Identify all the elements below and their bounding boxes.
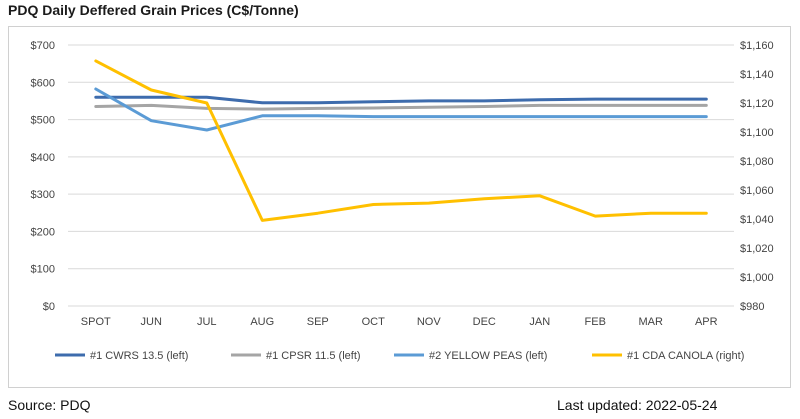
x-axis-tick-label: JUN <box>141 316 162 328</box>
chart-title: PDQ Daily Deffered Grain Prices (C$/Tonn… <box>8 2 299 18</box>
right-axis-tick-label: $980 <box>740 301 764 313</box>
left-axis-ticks: $0 $100 $200 $300 $400 $500 $600 $700 <box>31 40 55 313</box>
x-axis-tick-label: FEB <box>585 316 606 328</box>
right-axis-tick-label: $1,020 <box>740 243 774 255</box>
x-axis-tick-label: SPOT <box>81 316 111 328</box>
legend-label: #1 CWRS 13.5 (left) <box>90 350 188 362</box>
x-axis-tick-label: AUG <box>250 316 274 328</box>
series-line-1 <box>94 95 708 105</box>
left-axis-tick-label: $0 <box>43 301 55 313</box>
right-axis-tick-label: $1,140 <box>740 69 774 81</box>
x-axis-tick-label: SEP <box>307 316 329 328</box>
gridlines <box>68 44 734 307</box>
legend-label: #1 CPSR 11.5 (left) <box>266 350 361 362</box>
right-axis-tick-label: $1,080 <box>740 156 774 168</box>
left-axis-tick-label: $700 <box>31 40 55 52</box>
right-axis-tick-label: $1,100 <box>740 127 774 139</box>
x-axis-tick-label: JUL <box>197 316 217 328</box>
x-axis-ticks: SPOT JUN JUL AUG SEP OCT NOV DEC JAN FEB MAR APR <box>81 316 718 328</box>
x-axis-tick-label: MAR <box>639 316 664 328</box>
right-axis-tick-label: $1,060 <box>740 185 774 197</box>
right-axis-tick-label: $1,160 <box>740 40 774 52</box>
series-lines <box>94 59 708 222</box>
x-axis-tick-label: DEC <box>473 316 496 328</box>
right-axis-tick-label: $1,120 <box>740 98 774 110</box>
right-axis-tick-label: $1,040 <box>740 214 774 226</box>
left-axis-tick-label: $300 <box>31 189 55 201</box>
legend-label: #2 YELLOW PEAS (left) <box>429 350 547 362</box>
last-updated-note: Last updated: 2022-05-24 <box>557 397 718 413</box>
right-axis-ticks: $980 $1,000 $1,020 $1,040 $1,060 $1,080 $1,100… <box>740 40 774 313</box>
left-axis-tick-label: $400 <box>31 152 55 164</box>
x-axis-tick-label: APR <box>695 316 718 328</box>
series-line-3 <box>94 87 708 132</box>
left-axis-tick-label: $100 <box>31 264 55 276</box>
series-line-4 <box>94 59 708 222</box>
series-line-2 <box>94 103 708 111</box>
x-axis-tick-label: NOV <box>417 316 442 328</box>
right-axis-tick-label: $1,000 <box>740 272 774 284</box>
line-chart: $0 $100 $200 $300 $400 $500 $600 $700 $980 $1,00… <box>31 40 774 362</box>
source-note: Source: PDQ <box>8 397 91 413</box>
x-axis-tick-label: OCT <box>362 316 386 328</box>
left-axis-tick-label: $600 <box>31 77 55 89</box>
left-axis-tick-label: $200 <box>31 226 55 238</box>
left-axis-tick-label: $500 <box>31 115 55 127</box>
x-axis-tick-label: JAN <box>529 316 550 328</box>
legend: #1 CWRS 13.5 (left) #1 CPSR 11.5 (left) #2… <box>55 350 744 362</box>
chart-frame: $0 $100 $200 $300 $400 $500 $600 $700 $980 $1,00… <box>8 26 791 388</box>
legend-label: #1 CDA CANOLA (right) <box>627 350 744 362</box>
